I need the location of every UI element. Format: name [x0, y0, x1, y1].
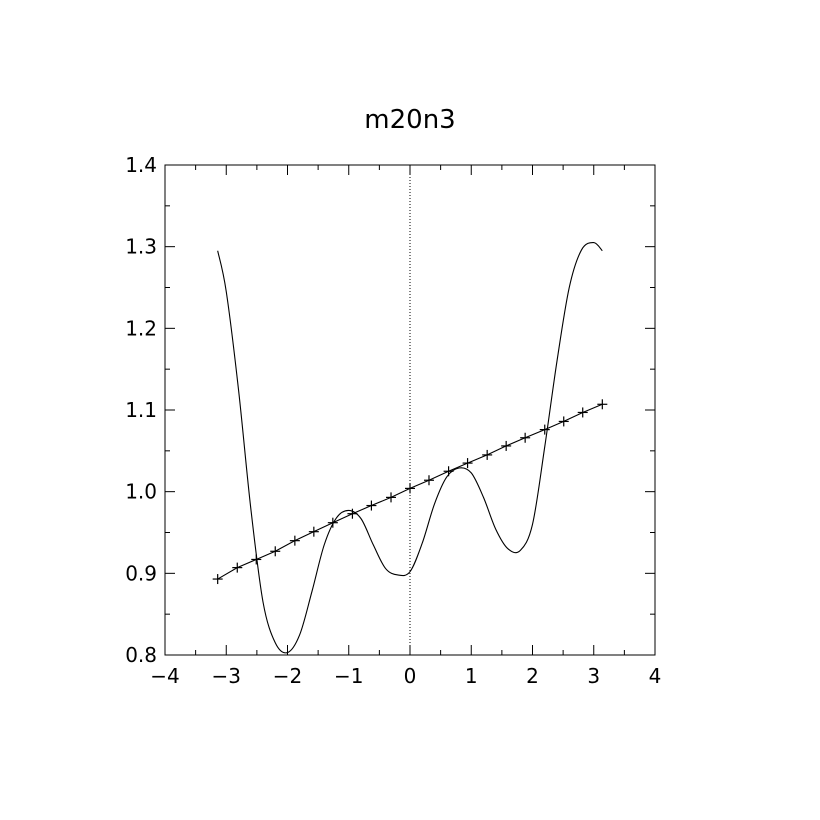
series-2-plus-marker — [520, 432, 531, 443]
series-2-plus-marker — [386, 492, 397, 503]
y-tick-label: 0.9 — [125, 561, 157, 585]
x-tick-label: 3 — [587, 664, 600, 688]
x-tick-label: 0 — [404, 664, 417, 688]
series-2-plus-marker — [308, 526, 319, 537]
series-2-plus-marker — [405, 483, 415, 494]
y-tick-label: 0.8 — [125, 643, 157, 667]
series-2-plus-marker — [423, 475, 434, 486]
series-2-plus-marker — [289, 535, 300, 546]
x-tick-label: −2 — [273, 664, 302, 688]
x-axis: −4 −3 −2 −1 0 1 2 3 4 — [150, 165, 661, 688]
y-tick-label: 1.2 — [125, 316, 157, 340]
y-tick-label: 1.3 — [125, 235, 157, 259]
series-2-plus-marker — [443, 466, 454, 477]
y-axis: 0.8 0.9 1.0 1.1 1.2 1.3 1.4 — [125, 153, 655, 667]
series-2-plus-marker — [558, 416, 569, 427]
series-2-plus-marker — [462, 458, 473, 469]
series-2-plus-marker — [251, 554, 262, 565]
series-2-plus-marker — [577, 407, 588, 418]
series-2-plus-marker — [347, 508, 358, 519]
x-tick-label: 4 — [649, 664, 662, 688]
x-tick-label: 1 — [465, 664, 478, 688]
series-2-plus-marker — [270, 546, 281, 557]
x-tick-label: −1 — [334, 664, 363, 688]
series-2-plus-marker — [501, 440, 512, 451]
chart-title: m20n3 — [364, 105, 455, 135]
series-2-plus-marker — [366, 500, 377, 511]
series-2-plus-marker — [212, 574, 223, 585]
series-2-plus-marker — [597, 399, 608, 410]
series-layer — [212, 242, 608, 654]
plot-border — [164, 164, 656, 656]
x-tick-label: 2 — [526, 664, 539, 688]
series-2-plus-marker — [327, 517, 338, 528]
plot-frame — [164, 164, 656, 656]
series-2-plus-marker — [482, 449, 493, 460]
series-2-plus-marker — [232, 562, 243, 573]
y-tick-label: 1.1 — [125, 398, 157, 422]
series-2-plus-marker — [539, 424, 550, 435]
y-tick-label: 1.4 — [125, 153, 157, 177]
x-tick-label: −3 — [212, 664, 241, 688]
y-tick-label: 1.0 — [125, 480, 157, 504]
x-tick-label: −4 — [150, 664, 179, 688]
series-1-line — [217, 242, 603, 654]
